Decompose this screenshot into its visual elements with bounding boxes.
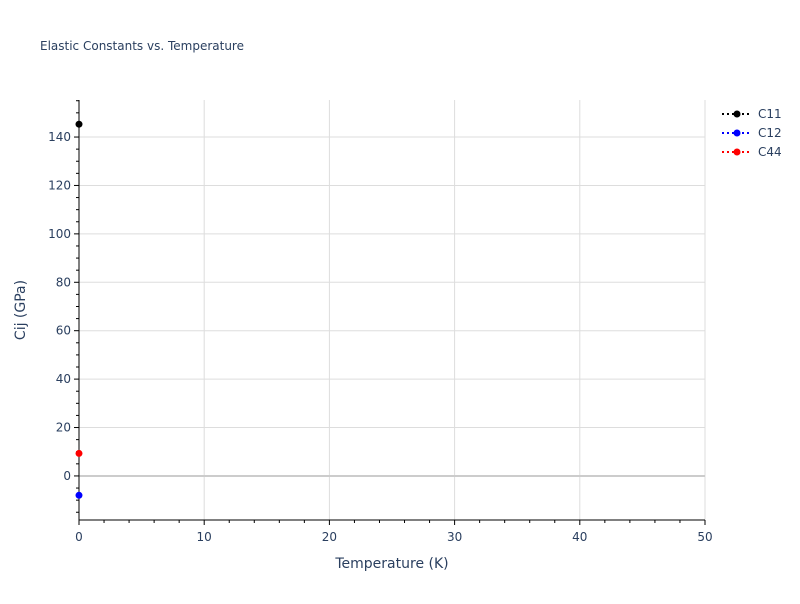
- data-point-c12: [75, 491, 83, 499]
- legend-marker-c44: [733, 148, 741, 156]
- y-axis-label: Cij (GPa): [13, 280, 29, 340]
- x-tick-label: 40: [572, 530, 587, 544]
- y-tick-label: 60: [56, 324, 71, 338]
- x-axis-label: Temperature (K): [334, 556, 448, 572]
- y-tick-label: 40: [56, 372, 71, 386]
- data-point-c44: [75, 449, 83, 457]
- y-tick-label: 100: [48, 227, 71, 241]
- y-tick-label: 120: [48, 178, 71, 192]
- legend-marker-c11: [733, 110, 741, 118]
- y-tick-label: 0: [63, 469, 71, 483]
- legend-label: C11: [758, 107, 782, 121]
- x-tick-label: 10: [197, 530, 212, 544]
- legend-label: C44: [758, 145, 782, 159]
- x-tick-label: 20: [322, 530, 337, 544]
- x-tick-label: 30: [447, 530, 462, 544]
- y-tick-label: 140: [48, 130, 71, 144]
- x-tick-label: 0: [75, 530, 83, 544]
- y-tick-label: 80: [56, 275, 71, 289]
- y-tick-label: 20: [56, 421, 71, 435]
- data-point-c11: [75, 120, 83, 128]
- legend-marker-c12: [733, 129, 741, 137]
- x-tick-label: 50: [697, 530, 712, 544]
- legend-label: C12: [758, 126, 782, 140]
- chart-title: Elastic Constants vs. Temperature: [40, 39, 244, 53]
